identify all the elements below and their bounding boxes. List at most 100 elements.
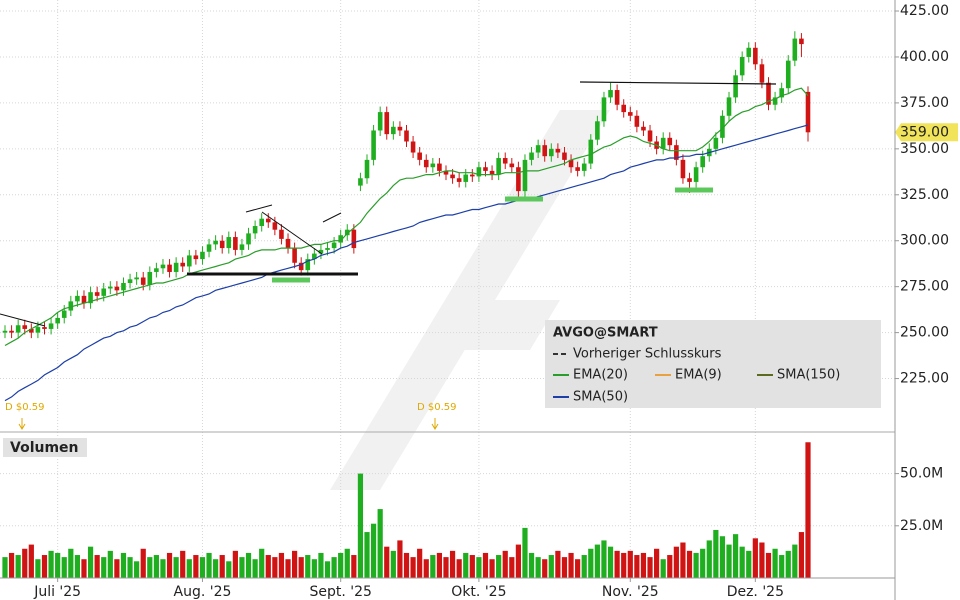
candle-body xyxy=(450,174,455,179)
volume-bar xyxy=(535,557,541,578)
y-tick-label: 425.00 xyxy=(900,3,949,19)
candle-body xyxy=(226,237,232,249)
candle-body xyxy=(279,229,284,239)
legend: AVGO@SMART Vorheriger Schlusskurs EMA(20)… xyxy=(545,320,881,408)
candle-body xyxy=(200,251,205,260)
candle-body xyxy=(502,158,508,164)
volume-title: Volumen xyxy=(10,440,79,456)
volume-bar xyxy=(259,548,265,578)
candle-body xyxy=(799,38,804,45)
volume-bar xyxy=(463,552,469,578)
volume-bar xyxy=(686,550,693,578)
candle-body xyxy=(180,262,186,267)
legend-label: EMA(20) xyxy=(573,368,628,383)
candle-body xyxy=(48,323,54,329)
volume-bar xyxy=(640,552,647,578)
volume-bar xyxy=(15,555,21,578)
candle-body xyxy=(292,248,297,263)
candle-body xyxy=(647,130,653,142)
y-tick-label: 325.00 xyxy=(900,187,949,203)
candle-body xyxy=(259,218,264,227)
last-price-box xyxy=(895,123,958,142)
candle-body xyxy=(2,330,8,333)
y-tick-label: 400.00 xyxy=(900,49,949,65)
candle-body xyxy=(344,229,350,236)
candle-body xyxy=(805,91,811,133)
legend-label: Vorheriger Schlusskurs xyxy=(573,347,722,362)
volume-bar xyxy=(449,550,456,578)
volume-bar xyxy=(390,550,396,578)
volume-bar xyxy=(22,548,28,578)
candle-body xyxy=(127,279,133,283)
candle-body xyxy=(746,47,752,57)
volume-bar xyxy=(660,559,666,578)
candle-body xyxy=(726,97,732,116)
candle-body xyxy=(410,141,416,153)
indicator-line xyxy=(4,124,809,402)
candle-body xyxy=(134,277,139,280)
candle-body xyxy=(634,115,640,127)
volume-bar xyxy=(667,555,673,578)
volume-bar xyxy=(338,552,344,578)
volume-bar xyxy=(719,536,726,578)
candle-body xyxy=(351,229,357,249)
volume-bar xyxy=(94,555,100,578)
volume-bar xyxy=(726,544,732,578)
volume-bar xyxy=(166,552,173,578)
legend-title: AVGO@SMART xyxy=(553,326,658,341)
candle-body xyxy=(81,295,87,304)
volume-bar xyxy=(627,550,633,578)
volume-bar xyxy=(377,509,383,578)
volume-bar xyxy=(364,532,370,578)
indicator-line xyxy=(4,87,809,347)
x-tick-label: Okt. '25 xyxy=(451,584,506,600)
candle-body xyxy=(55,317,60,324)
drawings xyxy=(0,81,777,327)
x-tick-label: Aug. '25 xyxy=(174,584,232,600)
candle-body xyxy=(423,159,429,168)
volume-bar xyxy=(469,555,475,578)
volume-bar xyxy=(548,555,554,578)
volume-bar xyxy=(680,542,686,578)
volume-bar xyxy=(55,552,61,578)
y-tick-label: 350.00 xyxy=(900,141,949,157)
candle-body xyxy=(68,301,74,311)
candle-body xyxy=(463,174,469,182)
legend-label: EMA(9) xyxy=(675,368,722,383)
candle-body xyxy=(42,327,47,329)
candle-body xyxy=(22,325,28,329)
dividend-label: D $0.59 xyxy=(417,402,457,413)
volume-bar xyxy=(779,555,785,578)
candle-body xyxy=(417,152,422,160)
candle-body xyxy=(121,282,126,291)
y-tick-label: 250.00 xyxy=(900,325,949,341)
candle-body xyxy=(627,112,633,116)
volume-bar xyxy=(634,555,640,578)
volume-bar xyxy=(324,561,331,578)
volume-bar xyxy=(28,544,34,578)
volume-bar xyxy=(476,557,482,578)
candle-body xyxy=(568,159,574,168)
candle-body xyxy=(456,178,462,182)
candle-body xyxy=(588,139,594,164)
candle-body xyxy=(114,286,120,291)
dividend-label: D $0.59 xyxy=(5,402,45,413)
candle-body xyxy=(233,237,238,250)
candle-body xyxy=(772,97,778,105)
candle-body xyxy=(61,310,67,318)
candle-body xyxy=(595,121,600,140)
volume-bar xyxy=(522,527,528,578)
volume-bar xyxy=(127,557,133,578)
volume-bar xyxy=(693,552,699,578)
volume-bar xyxy=(318,552,324,578)
candle-body xyxy=(88,292,93,304)
volume-bar xyxy=(219,555,225,578)
volume-bar xyxy=(68,548,74,578)
volume-bar xyxy=(344,548,350,578)
volume-bar xyxy=(482,552,489,578)
candle-body xyxy=(674,145,679,160)
volume-bar xyxy=(489,559,495,578)
x-tick-label: Nov. '25 xyxy=(602,584,659,600)
candle-body xyxy=(759,64,765,83)
volume-bar xyxy=(746,550,752,578)
